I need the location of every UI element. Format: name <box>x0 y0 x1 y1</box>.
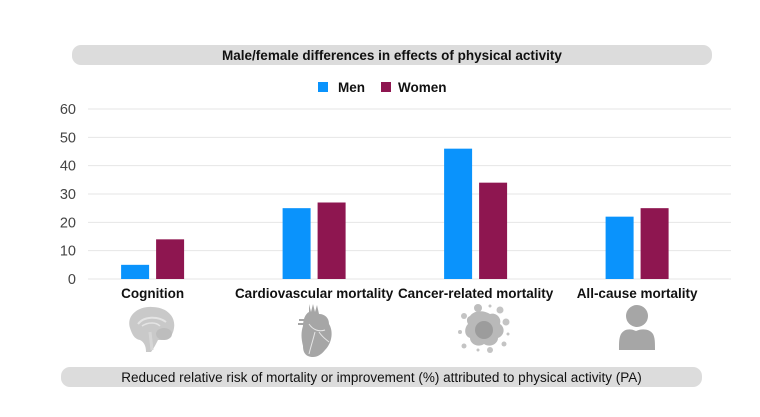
heart-icon <box>295 302 345 357</box>
bar-women-1 <box>317 202 346 279</box>
y-tick-label: 10 <box>60 244 76 260</box>
legend-label-men: Men <box>338 80 365 95</box>
y-tick-label: 30 <box>60 187 76 203</box>
legend-swatch-women <box>381 82 391 92</box>
x-tick-label: All-cause mortality <box>577 286 698 301</box>
bar-men-2 <box>444 148 473 279</box>
y-tick-label: 40 <box>60 159 76 175</box>
y-tick-label: 60 <box>60 102 76 118</box>
bar-men-0 <box>121 264 150 279</box>
brain-icon <box>124 302 175 354</box>
x-axis-caption: Reduced relative risk of mortality or im… <box>61 367 702 387</box>
legend-swatch-men <box>318 82 328 92</box>
gridlines <box>88 108 731 280</box>
y-axis-ticks: 0 10 20 30 40 50 60 <box>60 102 76 288</box>
y-tick-label: 0 <box>68 272 76 288</box>
cancer-cell-icon <box>456 302 510 354</box>
x-tick-label: Cardiovascular mortality <box>235 286 394 301</box>
bar-women-0 <box>156 239 185 279</box>
x-tick-label: Cancer-related mortality <box>398 286 554 301</box>
bar-men-3 <box>605 216 634 279</box>
legend-label-women: Women <box>398 80 447 95</box>
chart-title: Male/female differences in effects of ph… <box>72 45 712 65</box>
y-tick-label: 50 <box>60 130 76 146</box>
bar-women-2 <box>479 182 508 279</box>
legend: Men Women <box>0 79 760 97</box>
x-axis-labels: Cognition Cardiovascular mortality Cancer-… <box>121 286 698 301</box>
bars <box>121 148 669 279</box>
x-tick-label: Cognition <box>121 286 184 301</box>
y-tick-label: 20 <box>60 215 76 231</box>
bar-women-3 <box>640 208 669 279</box>
person-icon <box>616 302 666 354</box>
bar-men-1 <box>282 208 311 279</box>
